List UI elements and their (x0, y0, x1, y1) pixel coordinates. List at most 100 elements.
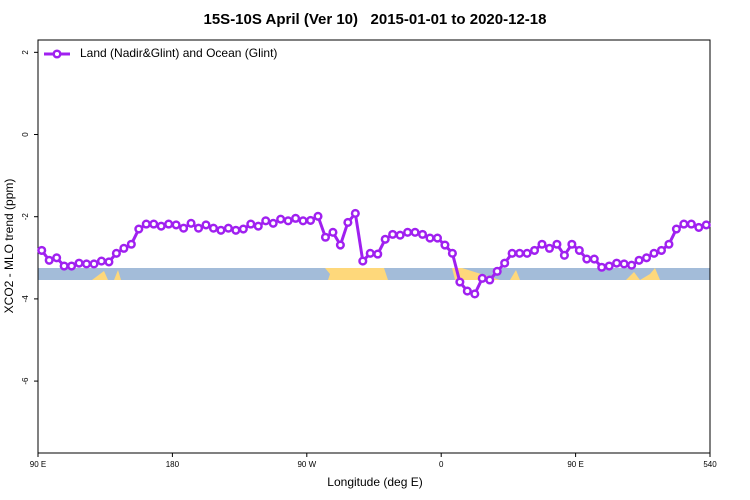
data-point (582, 254, 592, 264)
data-point (305, 215, 316, 225)
chart-title: 15S-10S April (Ver 10) 2015-01-01 to 202… (204, 11, 547, 28)
data-point (515, 248, 525, 258)
data-point (507, 248, 517, 258)
data-point (664, 239, 674, 249)
data-point (604, 261, 614, 271)
data-point (485, 275, 495, 285)
data-point (425, 233, 435, 243)
land-patch (626, 268, 660, 280)
data-point (686, 219, 696, 229)
y-tick-label: 2 (21, 50, 30, 55)
data-point (186, 218, 196, 228)
y-axis-label: XCO2 - MLO trend (ppm) (2, 179, 16, 314)
y-tick-label: -2 (21, 213, 30, 221)
x-tick-label: 180 (166, 460, 180, 469)
data-point (455, 277, 465, 287)
data-point (59, 261, 69, 271)
data-point (96, 256, 107, 266)
data-point (171, 220, 181, 230)
data-point (298, 216, 308, 226)
data-point (193, 223, 204, 233)
data-point (567, 239, 577, 249)
data-point (589, 254, 599, 264)
data-point (537, 239, 547, 249)
data-point (559, 250, 569, 260)
data-point (634, 255, 644, 265)
plot-frame (37, 39, 711, 454)
x-tick-label: 0 (439, 460, 444, 469)
data-point (701, 220, 711, 230)
data-point (320, 232, 331, 242)
x-tick-label: 540 (703, 460, 717, 469)
data-point (462, 286, 472, 296)
data-point (291, 213, 301, 223)
data-point (388, 229, 398, 239)
y-tick-label: -4 (21, 295, 30, 303)
data-point (544, 243, 555, 253)
data-point (649, 248, 659, 258)
data-point (238, 224, 248, 234)
x-tick-label: 90 E (30, 460, 46, 469)
x-tick-label: 90 W (297, 460, 316, 469)
data-point (208, 223, 219, 233)
land-patch (92, 271, 108, 280)
data-point (522, 248, 532, 258)
land-patch (325, 268, 388, 280)
data-point (89, 259, 99, 269)
data-point (141, 219, 151, 229)
y-tick-label: 0 (21, 132, 30, 137)
data-point (74, 258, 84, 268)
data-point (365, 248, 375, 258)
data-point (492, 266, 502, 276)
data-point (574, 245, 584, 255)
data-point (432, 233, 443, 243)
data-point (552, 239, 562, 249)
data-point (126, 239, 136, 249)
data-point (104, 257, 114, 267)
data-point (164, 219, 174, 229)
data-point (52, 253, 62, 263)
data-point (358, 256, 368, 266)
data-point (111, 248, 121, 258)
data-point (283, 216, 293, 226)
x-axis-label: Longitude (deg E) (327, 475, 422, 489)
data-point (350, 208, 360, 218)
data-point (612, 258, 622, 268)
data-point (335, 240, 345, 250)
data-point (395, 230, 405, 240)
data-point (119, 243, 129, 253)
data-point (380, 234, 390, 244)
data-point (477, 273, 487, 283)
data-point (253, 221, 263, 231)
data-point (440, 240, 450, 250)
data-point (694, 222, 704, 232)
legend-marker (52, 49, 62, 59)
data-point (403, 227, 413, 237)
data-point (156, 221, 166, 231)
data-point (246, 219, 256, 229)
data-point (656, 245, 667, 255)
legend-label: Land (Nadir&Glint) and Ocean (Glint) (80, 46, 277, 60)
data-point (149, 219, 159, 229)
data-point (500, 258, 510, 268)
data-point (44, 255, 54, 265)
x-tick-label: 90 E (567, 460, 583, 469)
data-point (261, 216, 271, 226)
data-point (597, 262, 607, 272)
data-point (37, 245, 47, 255)
data-point (470, 289, 480, 299)
data-point (641, 253, 652, 263)
y-tick-label: -6 (21, 377, 30, 385)
data-point (81, 259, 92, 269)
data-point (410, 227, 420, 237)
data-point (447, 248, 457, 258)
data-point (373, 249, 383, 259)
data-point (134, 224, 144, 234)
data-point (343, 217, 353, 228)
land-patch (114, 270, 121, 280)
data-point (201, 220, 211, 230)
data-point (417, 229, 428, 239)
data-point (313, 211, 323, 221)
